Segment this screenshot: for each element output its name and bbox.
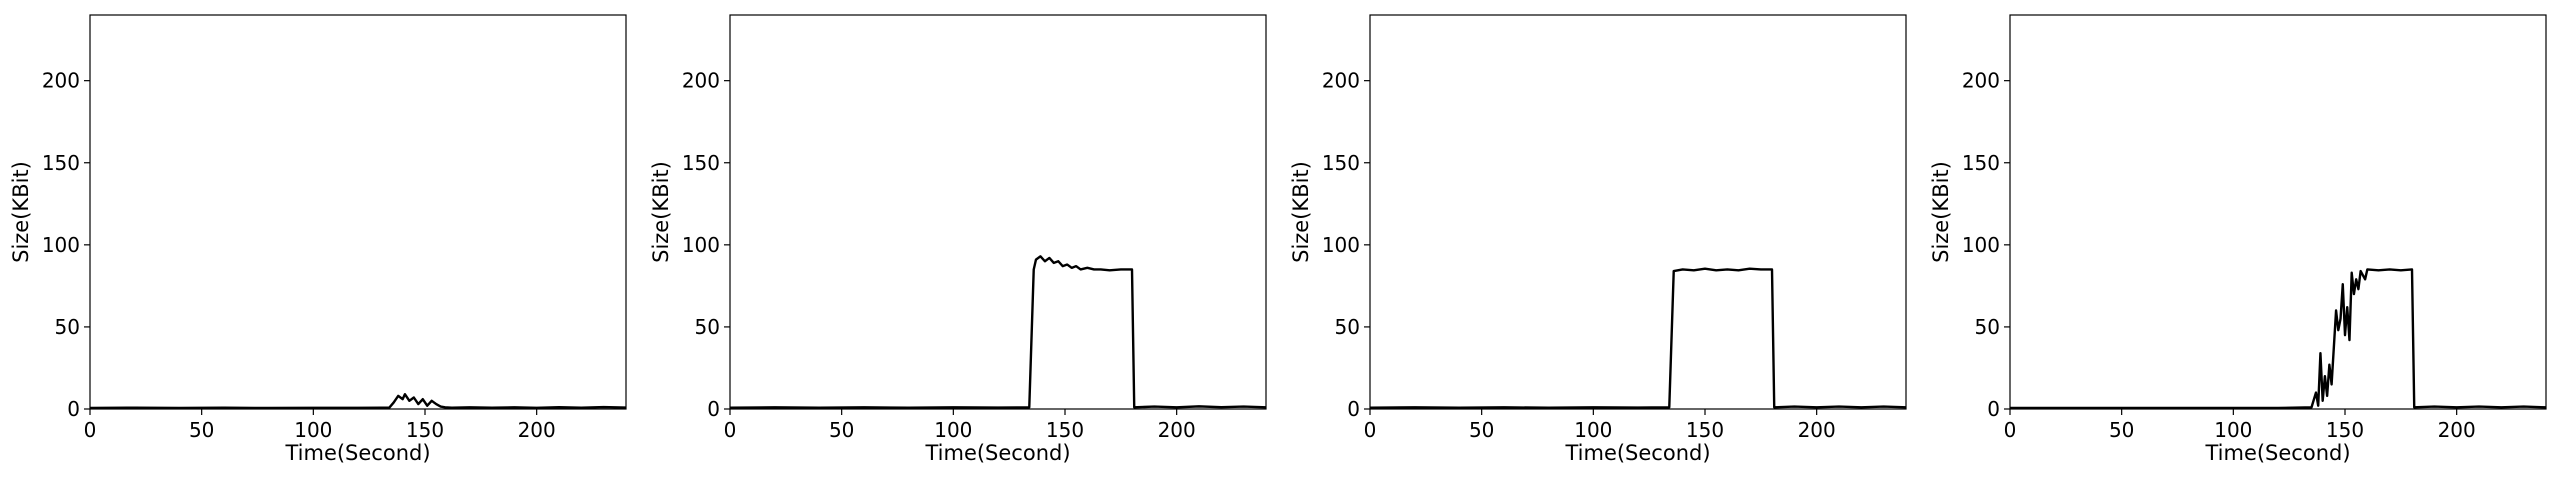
x-tick-label: 150: [406, 418, 444, 442]
x-tick-label: 0: [2004, 418, 2017, 442]
chart-panel-4: 0 50 100 150 200 0 50 100 150 200 Time(Second) Size…: [1929, 14, 2547, 465]
y-tick-label: 0: [1987, 397, 2000, 421]
x-tick-label: 0: [724, 418, 737, 442]
x-tick-label: 150: [1686, 418, 1724, 442]
x-tick-label: 50: [2109, 418, 2134, 442]
y-tick-label: 100: [42, 233, 80, 257]
y-tick-label: 0: [1347, 397, 1360, 421]
x-tick-label: 150: [2326, 418, 2364, 442]
y-axis-label: Size(KBit): [1929, 161, 1953, 263]
y-tick-label: 100: [1322, 233, 1360, 257]
x-axis-label: Time(Second): [284, 441, 430, 465]
y-axis-label: Size(KBit): [1289, 161, 1313, 263]
y-axis-label: Size(KBit): [9, 161, 33, 263]
plot-frame: [2009, 14, 2547, 410]
x-axis-label: Time(Second): [924, 441, 1070, 465]
y-tick-label: 0: [67, 397, 80, 421]
series-line-1: [2010, 268, 2547, 410]
plot-frame: [729, 14, 1267, 410]
x-axis-label: Time(Second): [1564, 441, 1710, 465]
y-tick-label: 50: [1335, 315, 1360, 339]
chart-panel-1: 0 50 100 150 200 0 50 100 150 200 Time(Second) Size…: [9, 14, 627, 465]
x-tick-label: 200: [518, 418, 556, 442]
x-tick-label: 200: [1798, 418, 1836, 442]
y-axis-label: Size(KBit): [649, 161, 673, 263]
plot-frame: [1369, 14, 1907, 410]
chart-panel-3: 0 50 100 150 200 0 50 100 150 200 Time(Second) Size…: [1289, 14, 1907, 465]
x-tick-label: 150: [1046, 418, 1084, 442]
x-tick-label: 100: [2214, 418, 2252, 442]
series-line-1: [729, 255, 1267, 409]
x-tick-label: 200: [1158, 418, 1196, 442]
y-tick-label: 50: [695, 315, 720, 339]
x-tick-label: 100: [294, 418, 332, 442]
x-tick-label: 0: [84, 418, 97, 442]
series-line-1: [89, 393, 627, 410]
y-tick-label: 150: [682, 151, 720, 175]
y-tick-label: 200: [682, 69, 720, 93]
y-tick-label: 100: [1962, 233, 2000, 257]
x-tick-label: 200: [2438, 418, 2476, 442]
y-tick-label: 150: [1962, 151, 2000, 175]
series-line-1: [1369, 267, 1907, 409]
y-tick-label: 150: [42, 151, 80, 175]
y-tick-label: 50: [55, 315, 80, 339]
x-tick-label: 50: [189, 418, 214, 442]
x-axis-label: Time(Second): [2204, 441, 2350, 465]
x-tick-label: 50: [829, 418, 854, 442]
x-tick-label: 100: [1574, 418, 1612, 442]
y-tick-label: 0: [707, 397, 720, 421]
x-tick-label: 0: [1364, 418, 1377, 442]
chart-panel-2: 0 50 100 150 200 0 50 100 150 200 Time(Second) Size…: [649, 14, 1267, 465]
y-tick-label: 200: [42, 69, 80, 93]
y-tick-label: 200: [1962, 69, 2000, 93]
y-tick-label: 200: [1322, 69, 1360, 93]
x-tick-label: 50: [1469, 418, 1494, 442]
plot-frame: [89, 14, 627, 410]
y-tick-label: 50: [1975, 315, 2000, 339]
x-tick-label: 100: [934, 418, 972, 442]
y-tick-label: 150: [1322, 151, 1360, 175]
y-tick-label: 100: [682, 233, 720, 257]
